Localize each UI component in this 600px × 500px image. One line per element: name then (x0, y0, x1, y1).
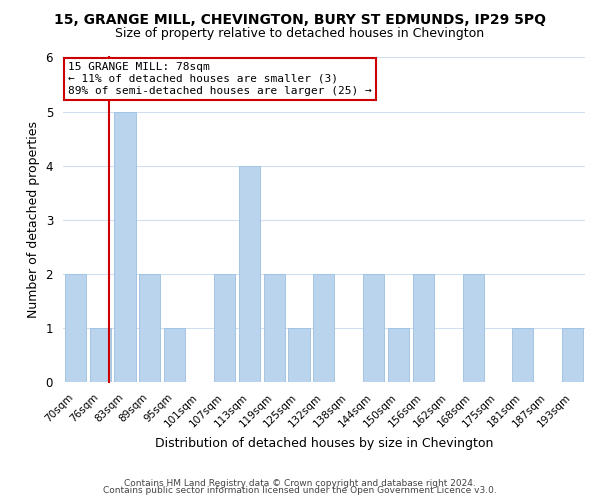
X-axis label: Distribution of detached houses by size in Chevington: Distribution of detached houses by size … (155, 437, 493, 450)
Bar (289, 328, 310, 382)
Bar (164, 328, 185, 382)
Y-axis label: Number of detached properties: Number of detached properties (27, 122, 40, 318)
Bar (313, 274, 334, 382)
Bar (463, 274, 484, 382)
Text: Size of property relative to detached houses in Chevington: Size of property relative to detached ho… (115, 28, 485, 40)
Bar (562, 328, 583, 382)
Text: 15 GRANGE MILL: 78sqm
← 11% of detached houses are smaller (3)
89% of semi-detac: 15 GRANGE MILL: 78sqm ← 11% of detached … (68, 62, 372, 96)
Text: 15, GRANGE MILL, CHEVINGTON, BURY ST EDMUNDS, IP29 5PQ: 15, GRANGE MILL, CHEVINGTON, BURY ST EDM… (54, 12, 546, 26)
Text: Contains HM Land Registry data © Crown copyright and database right 2024.: Contains HM Land Registry data © Crown c… (124, 478, 476, 488)
Text: Contains public sector information licensed under the Open Government Licence v3: Contains public sector information licen… (103, 486, 497, 495)
Bar (115, 112, 136, 382)
Bar (214, 274, 235, 382)
Bar (139, 274, 160, 382)
Bar (363, 274, 384, 382)
Bar (89, 328, 110, 382)
Bar (512, 328, 533, 382)
Bar (239, 166, 260, 382)
Bar (388, 328, 409, 382)
Bar (65, 274, 86, 382)
Bar (263, 274, 285, 382)
Bar (413, 274, 434, 382)
